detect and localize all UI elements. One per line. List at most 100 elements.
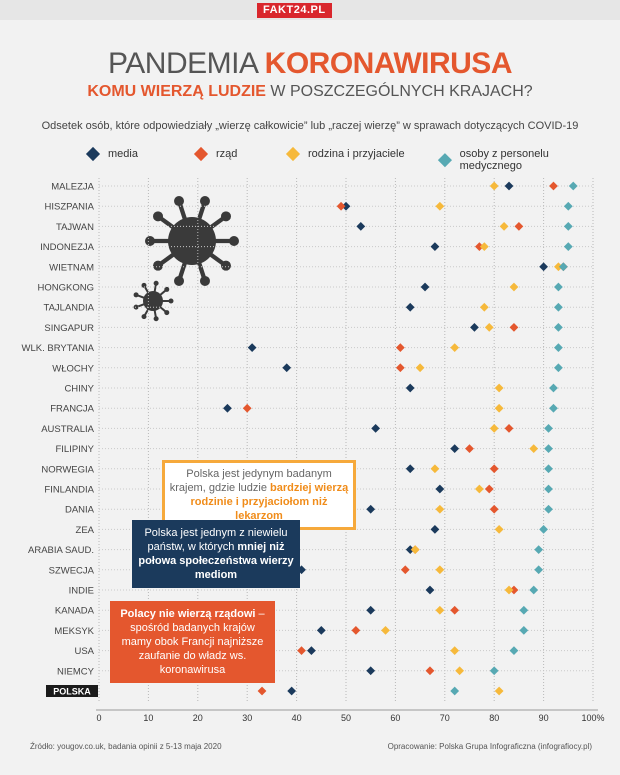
point-rzad bbox=[242, 403, 252, 413]
x-axis-ticks: 0 10 20 30 40 50 60 70 80 90 100% bbox=[96, 713, 604, 723]
point-rzad bbox=[395, 363, 405, 373]
row-label: FILIPINY bbox=[55, 444, 94, 455]
point-media bbox=[371, 424, 381, 433]
point-media bbox=[366, 666, 376, 676]
point-rzad bbox=[489, 464, 499, 474]
legend-label-media: media bbox=[108, 148, 138, 160]
x-tick-label: 50 bbox=[341, 713, 351, 723]
page-title: PANDEMIA KORONAWIRUSA bbox=[0, 46, 620, 82]
callout-media-text: Polska jest jednym z niewielu państw, w … bbox=[144, 527, 288, 553]
page-subtitle: KOMU WIERZĄ LUDZIE W POSZCZEGÓLNYCH KRAJ… bbox=[0, 82, 620, 102]
point-rzad bbox=[509, 585, 519, 595]
point-media bbox=[366, 605, 376, 615]
point-media bbox=[356, 222, 366, 231]
point-medyczny bbox=[534, 545, 544, 554]
point-media bbox=[341, 201, 351, 211]
point-rzad bbox=[336, 201, 346, 211]
virus-illustration-large bbox=[145, 196, 239, 286]
legend-item-media: media bbox=[85, 146, 138, 162]
point-medyczny bbox=[450, 686, 460, 696]
point-rzad bbox=[400, 565, 410, 575]
row-label: KANADA bbox=[55, 606, 95, 617]
row-label: WLK. BRYTANIA bbox=[22, 343, 95, 354]
point-medyczny bbox=[568, 181, 578, 191]
point-media bbox=[366, 504, 376, 514]
chart-grid bbox=[98, 178, 594, 702]
point-rzad bbox=[484, 484, 494, 494]
point-medyczny bbox=[509, 646, 519, 655]
x-tick-label: 0 bbox=[96, 713, 101, 723]
point-medyczny bbox=[563, 201, 573, 211]
point-media bbox=[504, 181, 514, 191]
point-rzad bbox=[514, 222, 524, 231]
point-rodzina bbox=[484, 323, 494, 332]
x-tick-label: 80 bbox=[489, 713, 499, 723]
footer-author: Opracowanie: Polska Grupa Infograficzna … bbox=[387, 742, 592, 751]
point-rodzina bbox=[410, 545, 420, 554]
x-tick-label: 100% bbox=[581, 713, 604, 723]
row-label: DANIA bbox=[65, 505, 95, 516]
point-media bbox=[316, 626, 326, 635]
x-tick-label: 70 bbox=[440, 713, 450, 723]
row-label: HONGKONG bbox=[38, 283, 94, 294]
row-label: SINGAPUR bbox=[44, 323, 94, 334]
row-label: CHINY bbox=[64, 384, 94, 395]
row-label: WIETNAM bbox=[49, 262, 94, 273]
legend-item-medyczny: osoby z personelu medycznego bbox=[437, 148, 608, 172]
legend-label-rzad: rząd bbox=[216, 148, 238, 160]
point-medyczny bbox=[529, 585, 539, 595]
point-rodzina bbox=[494, 403, 504, 413]
legend-item-rodzina: rodzina i przyjaciele bbox=[285, 146, 405, 162]
highlight-row-bg bbox=[46, 685, 98, 697]
point-rzad bbox=[489, 504, 499, 514]
point-media bbox=[435, 484, 445, 494]
point-rzad bbox=[465, 444, 474, 453]
row-label: USA bbox=[74, 646, 94, 657]
legend-label-medyczny: osoby z personelu medycznego bbox=[459, 148, 549, 172]
point-rzad bbox=[474, 242, 484, 251]
point-media bbox=[405, 383, 415, 393]
row-label: WŁOCHY bbox=[52, 363, 94, 374]
point-rzad bbox=[297, 646, 306, 655]
brand-logo: FAKT24.PL bbox=[257, 3, 332, 18]
row-label: TAJWAN bbox=[56, 222, 94, 233]
point-rodzina bbox=[479, 302, 489, 312]
legend-label-rodzina: rodzina i przyjaciele bbox=[308, 148, 405, 160]
point-medyczny bbox=[544, 484, 553, 494]
point-medyczny bbox=[554, 343, 563, 352]
point-medyczny bbox=[544, 444, 553, 453]
point-media bbox=[430, 525, 440, 534]
callout-family-bold: bardziej wierzą rodzinie i przyjaciołom … bbox=[190, 482, 349, 522]
point-rzad bbox=[257, 686, 267, 696]
row-label: MALEZJA bbox=[51, 182, 94, 193]
chart-note: Odsetek osób, które odpowiedziały „wierz… bbox=[41, 120, 579, 132]
point-rodzina bbox=[494, 383, 504, 393]
row-label: ARABIA SAUD. bbox=[28, 545, 94, 556]
x-tick-label: 90 bbox=[539, 713, 549, 723]
point-rodzina bbox=[474, 484, 484, 494]
point-rodzina bbox=[499, 222, 509, 231]
point-medyczny bbox=[554, 323, 563, 332]
row-label: TAJLANDIA bbox=[43, 303, 94, 314]
point-media bbox=[405, 464, 415, 474]
point-rzad bbox=[450, 605, 460, 615]
callout-media: Polska jest jednym z niewielu państw, w … bbox=[132, 520, 300, 588]
point-rodzina bbox=[435, 605, 445, 615]
callout-government: Polacy nie wierzą rządowi – spośród bada… bbox=[110, 601, 275, 683]
point-medyczny bbox=[534, 565, 544, 575]
point-rodzina bbox=[381, 626, 390, 635]
point-rodzina bbox=[430, 464, 440, 474]
row-label: NORWEGIA bbox=[41, 464, 94, 475]
point-medyczny bbox=[489, 666, 499, 676]
row-label: INDIE bbox=[69, 586, 94, 597]
point-rzad bbox=[425, 666, 435, 676]
point-rodzina bbox=[489, 424, 499, 433]
point-rodzina bbox=[494, 525, 504, 534]
point-rodzina bbox=[489, 181, 499, 191]
point-media bbox=[247, 343, 257, 352]
point-medyczny bbox=[519, 626, 529, 635]
callout-media-bold: mniej niż połowa społeczeństwa wierzy me… bbox=[138, 541, 294, 581]
top-bar: FAKT24.PL bbox=[0, 0, 620, 20]
point-medyczny bbox=[554, 363, 563, 373]
x-tick-label: 30 bbox=[242, 713, 252, 723]
